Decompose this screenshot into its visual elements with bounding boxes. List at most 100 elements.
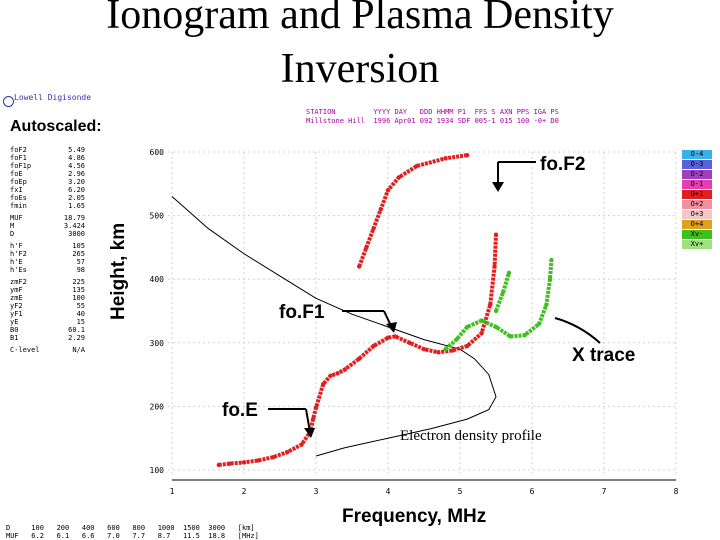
legend-item: O-4 [682, 150, 712, 159]
trace-point [310, 416, 316, 422]
param-key: foF1p [10, 162, 32, 170]
param-value: 4.56 [68, 162, 85, 170]
param-key: h'E [10, 258, 23, 266]
param-key: h'F2 [10, 250, 27, 258]
param-value: 55 [76, 302, 85, 310]
param-row: foEs 2.05 [10, 194, 85, 202]
trace-point [488, 302, 493, 307]
trace-point [465, 343, 470, 349]
trace-point [547, 277, 553, 282]
param-key: foEp [10, 178, 27, 186]
trace-point [364, 245, 369, 250]
trace-point [544, 302, 549, 307]
param-row: foF2 5.49 [10, 146, 85, 154]
param-value: 18.79 [63, 214, 85, 222]
param-row: zmE 100 [10, 294, 85, 302]
param-value: 5.49 [68, 146, 85, 154]
electron-density-profile-line [171, 196, 497, 457]
trace-point [479, 318, 484, 323]
trace-point [479, 331, 484, 336]
trace-point [414, 163, 419, 169]
annotation-foF1: fo.F1 [279, 302, 325, 323]
param-key: foF2 [10, 146, 27, 154]
param-row: foF1p 4.56 [10, 162, 85, 170]
param-key: yF2 [10, 302, 23, 310]
param-key: foF1 [10, 154, 27, 162]
param-value: 98 [76, 266, 85, 274]
annotation-foF2: fo.F2 [540, 154, 585, 175]
param-key: foEs [10, 194, 27, 202]
x-tick-label: 7 [602, 487, 607, 496]
y-tick-label: 400 [150, 275, 165, 284]
legend-item: Xv- [682, 230, 712, 239]
trace-point [465, 324, 470, 330]
trace-point [299, 442, 304, 447]
trace-point [371, 226, 376, 231]
x-tick-label: 3 [314, 487, 319, 496]
legend: O-4 O-3 O-2 O-1 O+1 O+2 O+3 O+4 Xv- Xv+ [682, 150, 712, 250]
param-key: foE [10, 170, 23, 178]
param-value: 4.86 [68, 154, 85, 162]
param-key: D [10, 230, 15, 238]
param-value: 3000 [68, 230, 85, 238]
param-key: h'F [10, 242, 23, 250]
param-key: zmF2 [10, 278, 27, 286]
station-header: STATION YYYY DAY DDD HHMM P1 FFS S AXN P… [306, 108, 559, 126]
param-row: zmF2 225 [10, 278, 85, 286]
arrow-head [304, 428, 315, 438]
param-row: h'Es 98 [10, 266, 85, 274]
param-value: 60.1 [68, 326, 85, 334]
param-key: fmin [10, 202, 27, 210]
trace-point [549, 257, 554, 263]
param-row: fxI 6.20 [10, 186, 85, 194]
trace-point [508, 334, 513, 339]
trace-point [335, 371, 340, 376]
param-value: 105 [72, 242, 85, 250]
param-row: yE 15 [10, 318, 85, 326]
trace-point [493, 232, 499, 237]
trace-point [493, 324, 499, 330]
param-value: 2.29 [68, 334, 85, 342]
trace-point [454, 337, 459, 342]
legend-item: O+4 [682, 220, 712, 229]
x-tick-label: 2 [242, 487, 247, 496]
x-tick-label: 4 [386, 487, 391, 496]
param-row: B1 2.29 [10, 334, 85, 342]
param-row: yF1 40 [10, 310, 85, 318]
trace-point [357, 264, 362, 269]
trace-point [227, 461, 232, 466]
slide-title-line2: Inversion [280, 46, 440, 92]
param-value: 1.65 [68, 202, 85, 210]
station-line2: Millstone Hill 1996 Apr01 092 1934 SDF 0… [306, 117, 559, 125]
y-tick-label: 500 [150, 212, 165, 221]
param-row: ymF 135 [10, 286, 85, 294]
trace-point [443, 346, 448, 352]
trace-point [492, 264, 497, 269]
muf-table-line2: MUF 6.2 6.1 6.6 7.0 7.7 8.7 11.5 18.8 [M… [6, 532, 259, 540]
trace-point [328, 373, 333, 379]
trace-point [357, 356, 362, 361]
x-tick-label: 6 [530, 487, 535, 496]
param-key: B0 [10, 326, 19, 334]
param-value: 265 [72, 250, 85, 258]
param-value: 135 [72, 286, 85, 294]
param-key: ymF [10, 286, 23, 294]
param-key: C-level [10, 346, 40, 354]
param-row: h'E 57 [10, 258, 85, 266]
param-value: 100 [72, 294, 85, 302]
annotation-leader [554, 317, 601, 344]
param-key: yE [10, 318, 19, 326]
param-row: foEp 3.20 [10, 178, 85, 186]
muf-table-line1: D 100 200 400 600 800 1000 1500 3000 [km… [6, 524, 255, 532]
arrow-head [492, 182, 504, 192]
parameter-list: foF2 5.49 foF1 4.86 foF1p 4.56 foE 2.96 foEp 3.20… [10, 146, 85, 354]
legend-item: Xv+ [682, 240, 712, 249]
x-tick-label: 5 [458, 487, 463, 496]
arrow-head [386, 322, 397, 333]
annotation-x-trace: X trace [572, 345, 635, 366]
system-label: Lowell Digisonde [14, 93, 92, 102]
trace-point [493, 308, 499, 314]
trace-point [285, 449, 290, 455]
y-tick-label: 200 [150, 402, 165, 411]
